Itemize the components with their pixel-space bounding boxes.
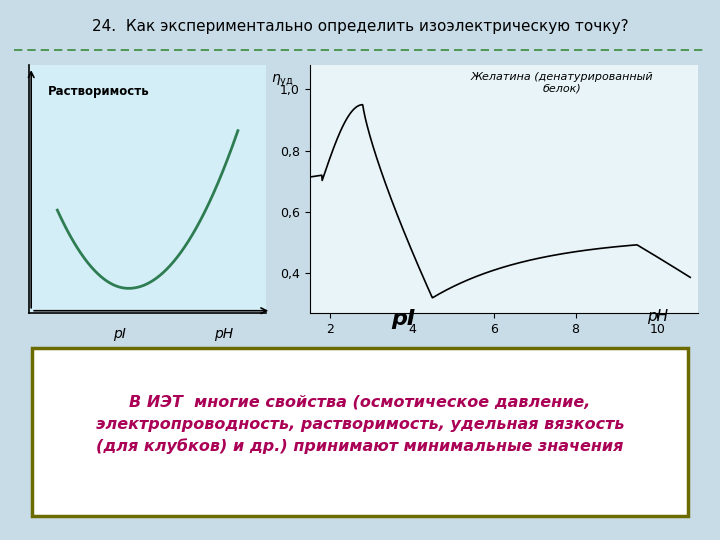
Text: В ИЭТ  многие свойства (осмотическое давление,
электропроводность, растворимость: В ИЭТ многие свойства (осмотическое давл… xyxy=(96,395,624,454)
Text: Растворимость: Растворимость xyxy=(48,85,150,98)
Text: Желатина (денатурированный
белок): Желатина (денатурированный белок) xyxy=(471,72,654,94)
FancyBboxPatch shape xyxy=(32,348,688,516)
Text: pI: pI xyxy=(112,327,125,341)
Text: pH: pH xyxy=(214,327,233,341)
Text: 24.  Как экспериментально определить изоэлектрическую точку?: 24. Как экспериментально определить изоэ… xyxy=(91,19,629,34)
Text: pH: pH xyxy=(647,308,668,323)
Text: pI: pI xyxy=(392,308,415,329)
Text: $\eta_{\rm уд}$: $\eta_{\rm уд}$ xyxy=(271,72,294,89)
